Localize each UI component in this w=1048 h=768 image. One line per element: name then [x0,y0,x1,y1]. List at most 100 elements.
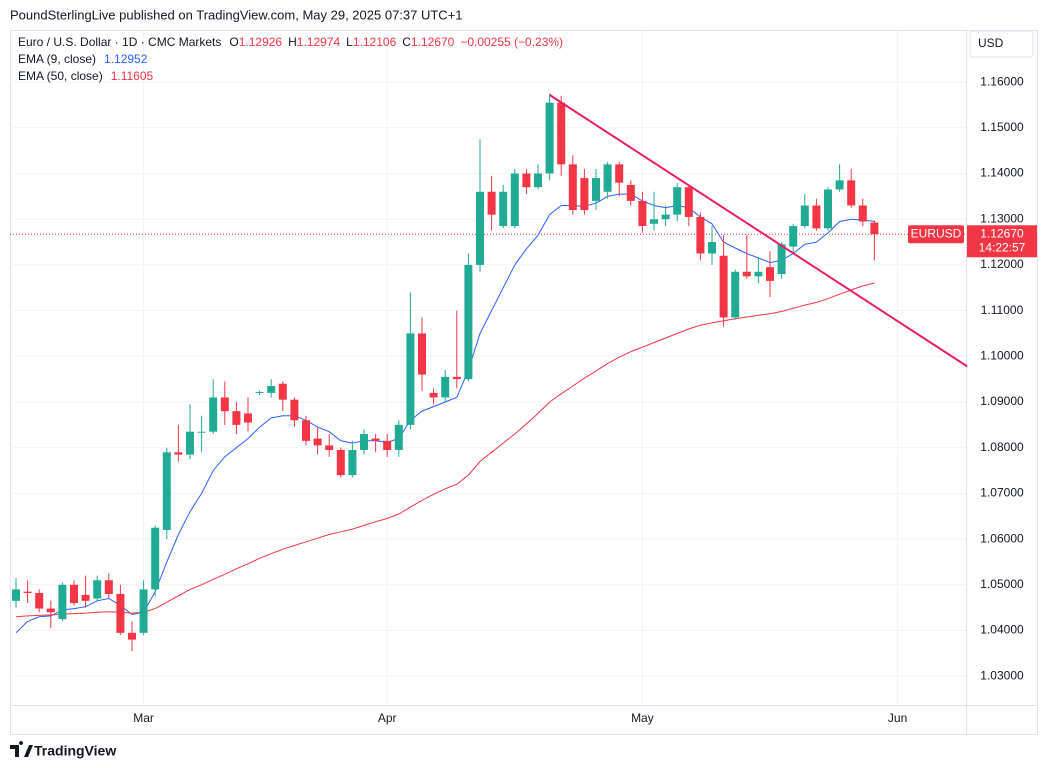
legend-item: EMA (50, close) 1.11605 [18,69,154,83]
candle-body [858,205,867,222]
legend-change: −0.00255 (−0.23%) [460,35,563,49]
brand-logo [10,741,33,757]
candle-body [441,376,450,398]
candle-body [209,397,218,432]
legend-value: 1.12952 [104,52,148,66]
candle-body [244,413,252,423]
candle-body [394,424,403,450]
candle-body [290,399,299,421]
candle-body [128,632,136,640]
candle-body [510,173,519,227]
x-tick-label: Mar [133,711,154,725]
candle-body [568,164,577,211]
candle-body [116,593,125,633]
candle-body [557,102,566,165]
y-tick-label: 1.13000 [980,211,1024,225]
candle-body [812,205,821,229]
candle-body [232,411,241,425]
candle-body [452,376,461,380]
x-tick-label: Apr [378,711,397,725]
y-tick-label: 1.07000 [980,486,1024,500]
candle-body [534,173,542,188]
candle-body [104,580,113,594]
candle-body [522,173,531,188]
plot-area [10,30,968,705]
candle-body [824,189,832,229]
ohlc-legend: Euro / U.S. Dollar · 1D · CMC Markets O1.… [18,35,563,49]
candle-body [70,584,78,604]
legend-value: 1.12926 [239,35,283,49]
currency-button[interactable] [969,30,1034,58]
legend-value: 1.12106 [353,35,397,49]
y-tick-label: 1.03000 [980,668,1024,682]
legend-value: 1.12974 [297,35,341,49]
candle-body [336,449,345,476]
y-tick-label: 1.09000 [980,394,1024,408]
x-tick-label: May [631,711,654,725]
candle-body [406,333,415,425]
candle-body [835,180,844,190]
price-tag-countdown: 14:22:57 [979,240,1026,254]
candle-body [580,178,589,211]
candle-body [754,271,763,277]
candle-body [313,438,322,446]
y-tick-label: 1.08000 [980,440,1024,454]
legend-key: O [229,35,238,49]
candle-body [545,102,554,174]
x-tick-label: Jun [888,711,907,725]
candle-body [174,452,183,455]
candle-body [58,584,67,620]
candle-body [673,187,682,215]
legend-key: H [288,35,297,49]
legend-key: C [402,35,411,49]
candle-body [684,187,693,217]
legend-value: 1.11605 [111,69,154,83]
candle-body [870,222,879,235]
candles [12,93,879,652]
candle-body [603,164,612,192]
candle-body [487,191,496,215]
brand: TradingView [10,741,116,759]
candle-body [626,184,635,201]
legend-key: L [346,35,353,49]
legend-value: 1.12670 [411,35,455,49]
candle-body [220,397,229,412]
candle-body [35,593,44,609]
candle-body [464,264,473,380]
y-tick-label: 1.14000 [980,166,1024,180]
candle-body [499,191,508,227]
candle-body [348,449,357,476]
candle-body [742,271,751,277]
candle-body [418,333,426,375]
candle-body [93,580,102,599]
symbol-tag-text: EURUSD [911,226,962,240]
candle-body [777,244,786,275]
y-tick-label: 1.16000 [980,74,1024,88]
candle-body [197,431,206,433]
y-tick-label: 1.06000 [980,531,1024,545]
frame [10,30,1038,735]
candle-body [371,438,380,441]
legend-name: EMA (50, close) [18,69,103,83]
candle-body [23,591,32,594]
candle-body [847,180,856,206]
candle-body [46,608,55,613]
candle-body [789,226,798,247]
y-tick-label: 1.05000 [980,577,1024,591]
trend-line [549,94,968,368]
header-text: PoundSterlingLive published on TradingVi… [10,7,463,22]
candle-body [696,216,705,254]
y-tick-label: 1.15000 [980,120,1024,134]
legend-title: Euro / U.S. Dollar · 1D · CMC Markets [18,35,221,49]
y-tick-label: 1.12000 [980,257,1024,271]
price-tag-value: 1.12670 [980,226,1024,240]
candle-body [429,392,438,398]
y-tick-label: 1.10000 [980,348,1024,362]
symbol-tag [908,225,964,244]
y-tick-label: 1.11000 [981,303,1024,317]
candle-body [81,594,90,601]
candle-body [302,420,310,441]
